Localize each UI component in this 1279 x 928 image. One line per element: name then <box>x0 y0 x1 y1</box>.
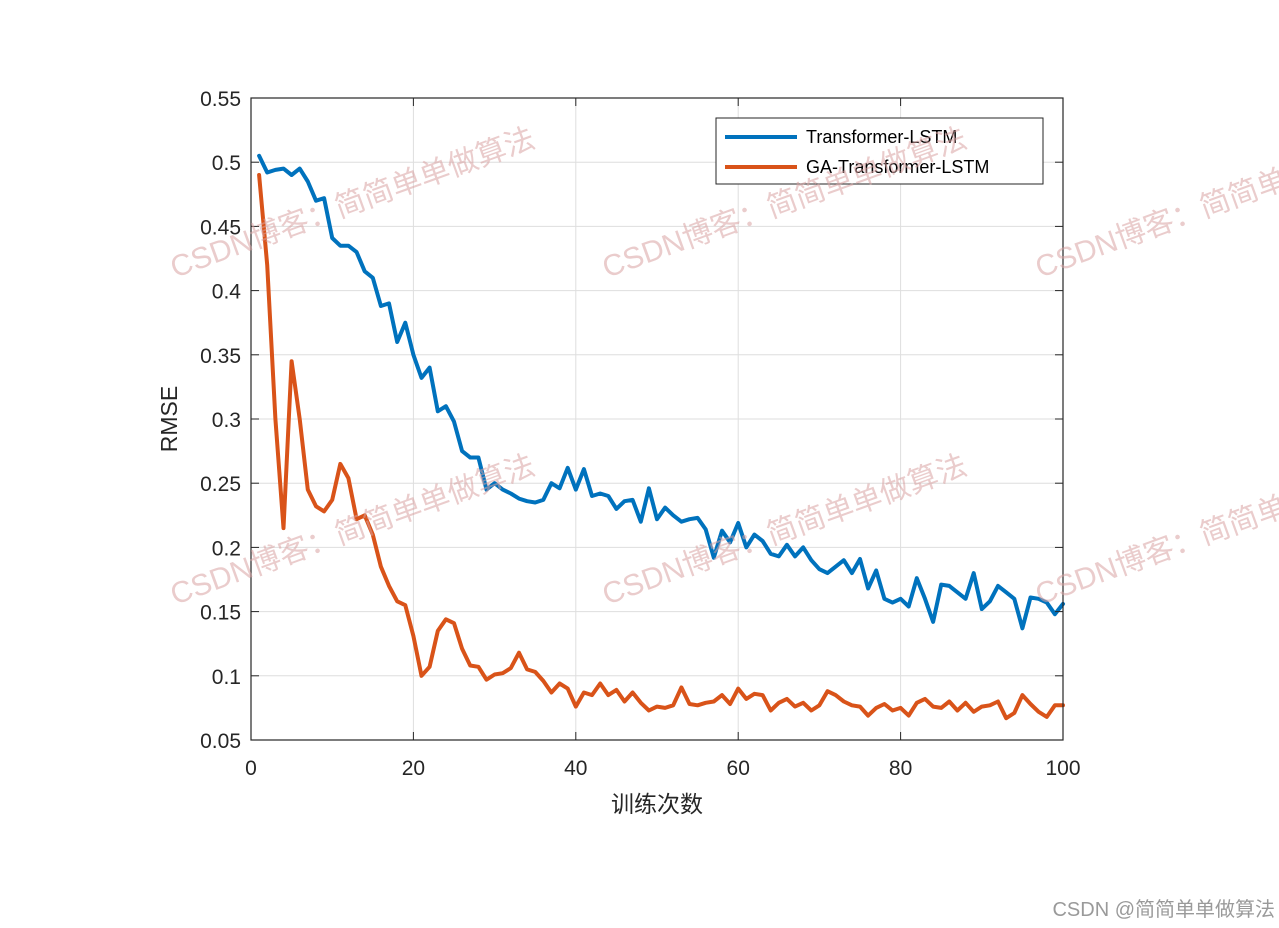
y-tick-label: 0.4 <box>212 281 242 304</box>
y-tick-label: 0.3 <box>212 409 241 432</box>
y-tick-label: 0.2 <box>212 537 241 560</box>
x-tick-label: 100 <box>1045 757 1080 780</box>
x-tick-label: 60 <box>727 757 750 780</box>
legend-box <box>715 117 1044 185</box>
x-tick-label: 80 <box>889 757 912 780</box>
y-tick-label: 0.45 <box>200 216 241 239</box>
y-tick-label: 0.35 <box>200 345 241 368</box>
credit-text: CSDN @简简单单做算法 <box>1052 898 1275 921</box>
series-layer <box>257 153 1065 721</box>
series-line-ga-transformer-lstm <box>257 173 1065 721</box>
y-tick-label: 0.1 <box>212 666 241 689</box>
tick-labels: 0 20 40 60 80 100 0.05 0.1 0.15 0.2 0.25 0.3 0.35 0.4… <box>200 88 1080 780</box>
y-tick-label: 0.5 <box>212 152 241 175</box>
ticks <box>250 97 1064 741</box>
y-tick-label: 0.25 <box>200 473 241 496</box>
legend-label-transformer-lstm: Transformer-LSTM <box>806 127 957 147</box>
y-tick-label: 0.05 <box>200 730 241 753</box>
x-tick-label: 20 <box>402 757 425 780</box>
y-tick-label: 0.55 <box>200 88 241 111</box>
x-tick-label: 40 <box>564 757 587 780</box>
series-line-transformer-lstm <box>257 153 1065 631</box>
y-axis-label: RMSE <box>156 386 182 452</box>
legend-label-ga-transformer-lstm: GA-Transformer-LSTM <box>806 157 989 177</box>
y-tick-label: 0.15 <box>200 602 241 625</box>
x-axis-label: 训练次数 <box>611 791 703 817</box>
x-tick-label: 0 <box>245 757 257 780</box>
legend: Transformer-LSTM GA-Transformer-LSTM <box>715 117 1044 185</box>
